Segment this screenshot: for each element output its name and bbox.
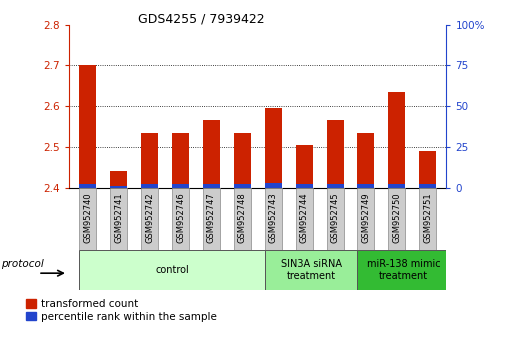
- Text: GSM952742: GSM952742: [145, 192, 154, 243]
- Bar: [358, 250, 450, 290]
- Bar: [265, 188, 282, 250]
- Bar: [358, 133, 374, 188]
- Text: control: control: [155, 265, 189, 275]
- Text: GSM952743: GSM952743: [269, 192, 278, 243]
- Bar: [419, 151, 436, 188]
- Bar: [234, 188, 251, 250]
- Text: GDS4255 / 7939422: GDS4255 / 7939422: [138, 12, 265, 25]
- Bar: [234, 133, 251, 188]
- Text: GSM952747: GSM952747: [207, 192, 216, 243]
- Bar: [388, 92, 405, 188]
- Bar: [358, 188, 374, 250]
- Text: GSM952741: GSM952741: [114, 192, 123, 243]
- Bar: [358, 183, 374, 188]
- Bar: [203, 188, 220, 250]
- Bar: [141, 188, 158, 250]
- Text: miR-138 mimic
treatment: miR-138 mimic treatment: [367, 259, 441, 281]
- Text: SIN3A siRNA
treatment: SIN3A siRNA treatment: [281, 259, 342, 281]
- Bar: [295, 188, 312, 250]
- Bar: [327, 188, 344, 250]
- Text: GSM952746: GSM952746: [176, 192, 185, 243]
- Bar: [110, 185, 127, 188]
- Text: GSM952748: GSM952748: [238, 192, 247, 243]
- Bar: [172, 188, 189, 250]
- Text: GSM952744: GSM952744: [300, 192, 309, 243]
- Text: GSM952750: GSM952750: [392, 192, 401, 243]
- Bar: [110, 171, 127, 188]
- Bar: [234, 183, 251, 188]
- Legend: transformed count, percentile rank within the sample: transformed count, percentile rank withi…: [26, 299, 217, 322]
- Bar: [265, 250, 358, 290]
- Bar: [110, 188, 127, 250]
- Bar: [172, 133, 189, 188]
- Bar: [265, 108, 282, 188]
- Bar: [203, 120, 220, 188]
- Text: GSM952749: GSM952749: [362, 192, 370, 243]
- Bar: [80, 184, 96, 188]
- Bar: [172, 183, 189, 188]
- Bar: [295, 145, 312, 188]
- Text: GSM952745: GSM952745: [330, 192, 340, 243]
- Bar: [203, 183, 220, 188]
- Bar: [265, 183, 282, 188]
- Bar: [419, 183, 436, 188]
- Bar: [327, 183, 344, 188]
- Bar: [141, 133, 158, 188]
- Bar: [80, 250, 265, 290]
- Bar: [388, 188, 405, 250]
- Text: GSM952740: GSM952740: [83, 192, 92, 243]
- Bar: [327, 120, 344, 188]
- Bar: [80, 188, 96, 250]
- Bar: [295, 183, 312, 188]
- Bar: [141, 183, 158, 188]
- Text: GSM952751: GSM952751: [423, 192, 432, 243]
- Bar: [388, 183, 405, 188]
- Text: protocol: protocol: [2, 259, 44, 269]
- Bar: [419, 188, 436, 250]
- Bar: [80, 65, 96, 188]
